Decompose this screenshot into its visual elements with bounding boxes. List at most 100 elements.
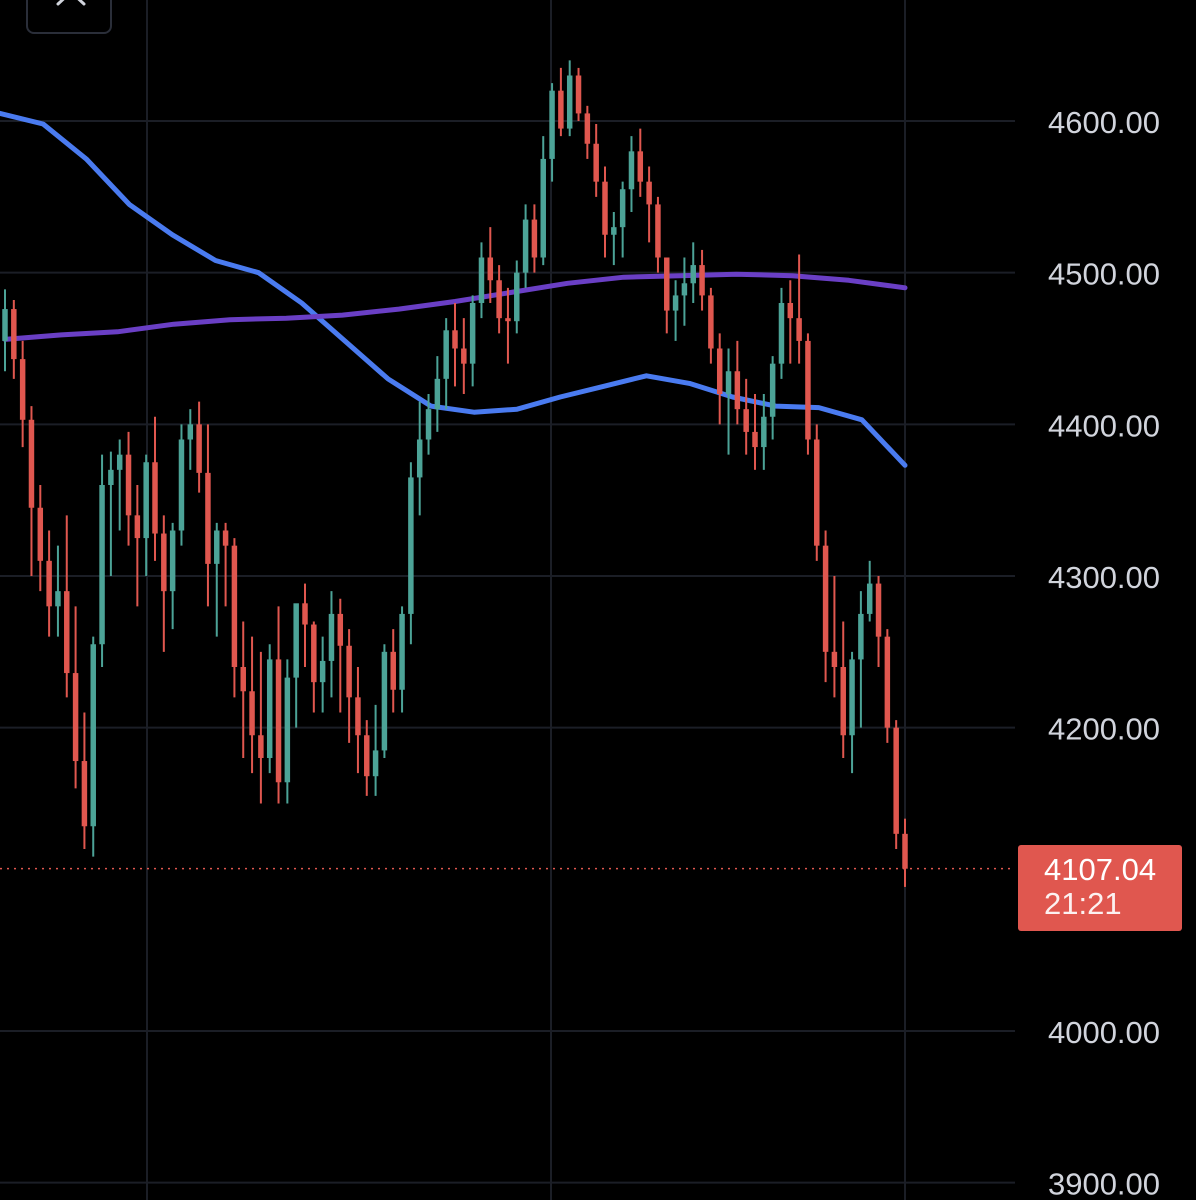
candle [549,83,555,182]
candle [478,242,485,319]
candle [249,636,255,774]
candle [178,424,185,546]
grid [0,0,1015,1200]
candle [840,621,846,758]
candle [461,318,467,394]
candle-body [319,660,326,683]
price-tick-label: 4600.00 [1048,105,1160,140]
candle [814,424,820,561]
moving-averages [0,110,908,468]
candle-body [125,454,132,516]
candle-body [496,280,502,319]
candle-body [399,613,405,690]
candle-body [866,583,873,614]
candle-body [196,424,202,473]
candle [319,636,326,713]
candle-body [434,378,441,410]
candle [28,406,35,576]
candle [399,606,405,713]
candle-body [531,219,538,258]
candle [831,576,838,698]
candle-body [831,651,838,667]
candle-body [690,265,696,284]
candle-body [258,735,264,758]
candle-body [840,667,846,736]
candle [390,629,396,713]
candle-body [778,303,785,364]
candle [866,560,873,622]
candle-body [805,340,811,440]
candle-body [355,697,361,736]
candle [81,712,88,849]
candle-body [699,265,705,296]
price-tick-label: 3900.00 [1048,1167,1160,1200]
candle [275,606,282,804]
candle [240,621,246,758]
candle-body [655,204,661,258]
candle-body [372,750,379,777]
candle [690,242,696,303]
candle [769,356,776,440]
candle-body [178,439,185,531]
candle-body [681,283,688,296]
candle-body [443,330,449,379]
candle-body [452,330,458,349]
candle [902,818,908,887]
candle-body [2,309,8,341]
candle [328,591,335,698]
candle-body [664,257,670,311]
candle [734,340,741,425]
candle [284,659,291,804]
candle-body [205,472,211,564]
candle [258,651,264,804]
candle-body [461,348,467,364]
candle [434,356,441,432]
candle-body [584,113,591,144]
candle-body [11,309,17,360]
candle [381,644,388,758]
candle-body [796,318,802,341]
candle-body [505,318,511,322]
candle [416,401,423,516]
candle-body [558,90,564,129]
price-tick-label: 4400.00 [1048,408,1160,443]
candle [858,591,864,728]
candle-body [593,143,599,182]
candle [302,583,308,667]
candle-body [540,158,546,258]
candle-body [769,363,776,417]
candle [443,318,449,410]
candle [187,409,194,470]
candle-body [390,651,396,690]
candle [796,254,802,364]
candle-body [522,219,529,273]
price-tick-label: 4200.00 [1048,712,1160,747]
close-button[interactable] [26,0,112,34]
candle-body [734,371,741,410]
candle [593,124,599,197]
candle [893,720,899,849]
candle-body [337,613,344,646]
candle [584,105,591,159]
price-tick-label: 4000.00 [1048,1015,1160,1050]
candle-body [822,545,829,652]
candle-body [893,727,899,834]
candle [575,67,582,121]
candle-body [752,431,758,448]
candle-body [187,424,194,440]
candle-body [222,530,229,546]
candle [531,204,538,273]
candle [505,287,511,364]
candle-body [364,735,370,777]
candle-body [672,295,679,311]
candle [214,522,220,637]
candle-body [549,90,555,159]
bar-countdown: 21:21 [1044,886,1122,921]
candle-body [249,691,255,736]
candle [761,394,767,470]
price-tick-label: 4300.00 [1048,560,1160,595]
candle [716,333,723,425]
candle-body [787,303,794,319]
